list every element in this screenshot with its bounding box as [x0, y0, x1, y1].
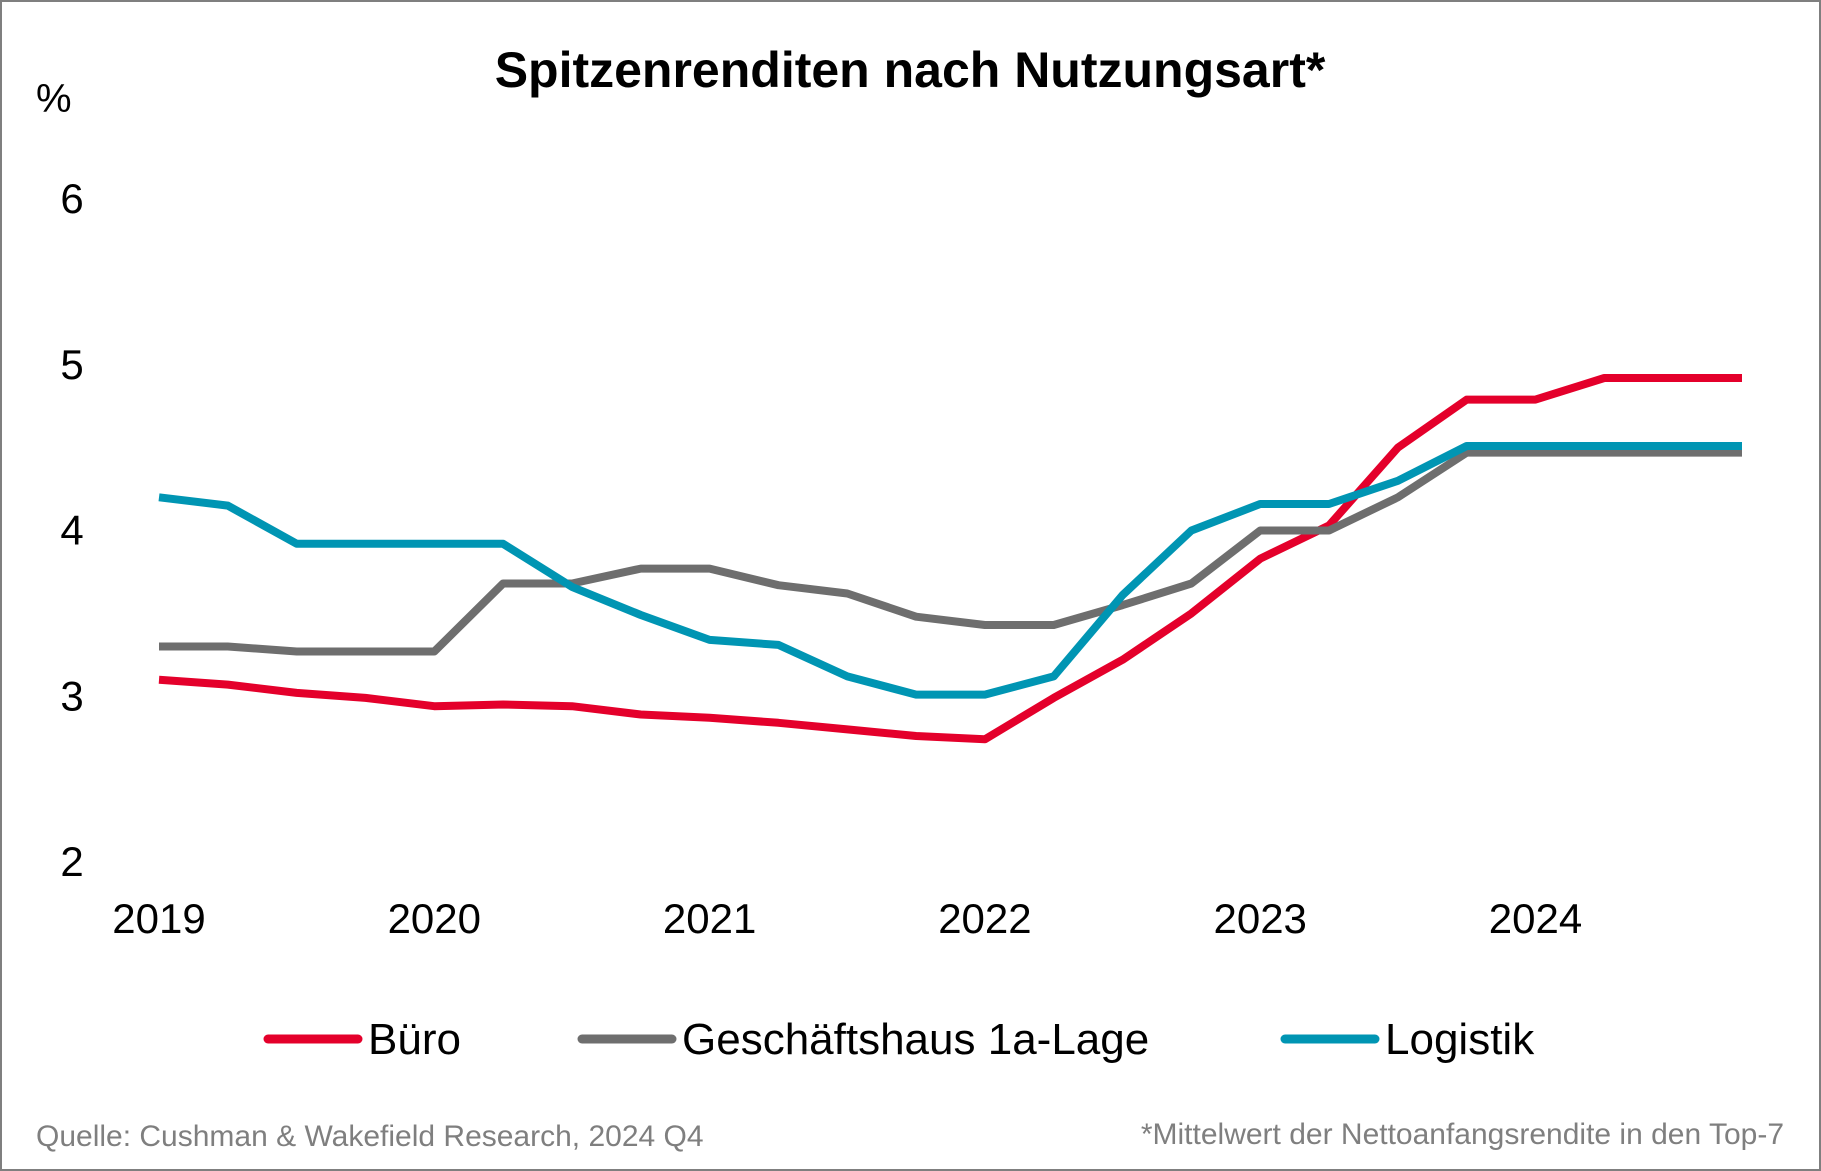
y-axis-ticks: 2 3 4 5 6 — [60, 175, 83, 885]
x-axis-ticks: 2019 2020 2021 2022 2023 2024 — [112, 895, 1582, 942]
y-tick-label-3: 3 — [60, 672, 83, 719]
series-line-1 — [158, 374, 1742, 744]
legend-label-2: Geschäftshaus 1a-Lage — [682, 1015, 1149, 1064]
series-lines — [158, 374, 1742, 744]
x-tick-label-2024: 2024 — [1489, 895, 1582, 942]
y-axis-unit: % — [36, 77, 72, 121]
y-tick-label-2: 2 — [60, 838, 83, 885]
y-tick-label-5: 5 — [60, 341, 83, 388]
x-tick-label-2022: 2022 — [938, 895, 1031, 942]
series-line-3 — [158, 442, 1742, 699]
series-line-2 — [159, 448, 1742, 656]
legend-label-3: Logistik — [1385, 1015, 1535, 1064]
source-note: Quelle: Cushman & Wakefield Research, 20… — [36, 1120, 704, 1153]
x-tick-label-2021: 2021 — [663, 895, 756, 942]
x-tick-label-2020: 2020 — [388, 895, 481, 942]
chart-title: Spitzenrenditen nach Nutzungsart* — [495, 42, 1326, 98]
x-tick-label-2019: 2019 — [112, 895, 205, 942]
y-tick-label-4: 4 — [60, 507, 83, 554]
footnote: *Mittelwert der Nettoanfangsrendite in d… — [1141, 1118, 1784, 1151]
legend-label-1: Büro — [368, 1015, 461, 1064]
y-tick-label-6: 6 — [60, 175, 83, 222]
legend: Büro Geschäftshaus 1a-Lage Logistik — [263, 1015, 1535, 1064]
x-tick-label-2023: 2023 — [1213, 895, 1306, 942]
